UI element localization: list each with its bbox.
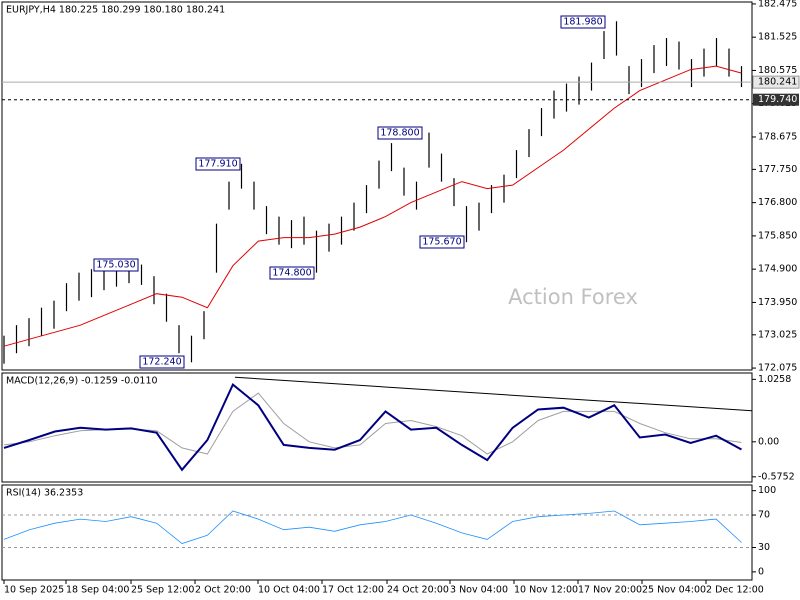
- macd-title: MACD(12,26,9) -0.1259 -0.0110: [6, 376, 158, 387]
- y-tick-label: 173.025: [758, 329, 797, 340]
- y-tick-label: 182.475: [758, 0, 797, 9]
- x-tick-label: 25 Sep 12:00: [131, 585, 194, 596]
- y-tick-label: 180.575: [758, 65, 797, 76]
- rsi-panel: [1, 484, 753, 581]
- annotation: 177.910: [198, 159, 237, 170]
- x-tick-label: 10 Nov 12:00: [514, 585, 578, 596]
- y-tick-label: 0: [758, 566, 764, 577]
- rsi-line: [3, 510, 742, 544]
- last-price-label: 180.241: [758, 77, 797, 88]
- y-tick-label: 30: [758, 542, 770, 553]
- x-tick-label: 17 Oct 12:00: [322, 585, 384, 596]
- macd-panel: [1, 372, 753, 483]
- annotation-box: [269, 266, 315, 280]
- annotation: 178.800: [380, 128, 419, 139]
- last-price-tag: [752, 75, 800, 89]
- x-tick-label: 3 Nov 04:00: [450, 585, 508, 596]
- x-tick-label: 10 Sep 2025: [4, 585, 64, 596]
- x-tick-label: 10 Oct 04:00: [258, 585, 320, 596]
- macd-line: [3, 383, 742, 472]
- y-tick-label: 173.950: [758, 297, 797, 308]
- macd-line: [3, 392, 742, 455]
- watermark: Action Forex: [508, 285, 638, 309]
- annotation: 181.980: [563, 17, 602, 28]
- annotation-box: [419, 235, 465, 249]
- y-tick-label: 0.00: [758, 436, 779, 447]
- x-tick-label: 17 Nov 20:00: [578, 585, 642, 596]
- level-label: 179.740: [758, 94, 797, 105]
- level-tag: [753, 93, 799, 106]
- y-tick-label: 175.850: [758, 230, 797, 241]
- y-tick-label: 172.075: [758, 363, 797, 374]
- annotation: 172.240: [142, 357, 181, 368]
- y-tick-label: 174.900: [758, 264, 797, 275]
- y-tick-label: -0.5752: [758, 471, 795, 482]
- annotation: 175.670: [422, 237, 461, 248]
- annotation-box: [560, 15, 606, 29]
- x-tick-label: 18 Sep 04:00: [66, 585, 129, 596]
- x-tick-label: 2 Oct 20:00: [195, 585, 251, 596]
- x-tick-label: 24 Oct 20:00: [387, 585, 449, 596]
- rsi-title: RSI(14) 36.2353: [6, 488, 83, 499]
- x-tick-label: 2 Dec 12:00: [706, 585, 764, 596]
- macd-trendline: [234, 376, 753, 412]
- x-tick-label: 25 Nov 04:00: [642, 585, 706, 596]
- y-tick-label: 178.675: [758, 131, 797, 142]
- y-tick-label: 176.800: [758, 197, 797, 208]
- y-tick-label: 100: [758, 485, 776, 496]
- y-tick-label: 181.525: [758, 32, 797, 43]
- moving-average: [3, 65, 742, 347]
- y-tick-label: 70: [758, 510, 770, 521]
- price-panel: [1, 1, 753, 371]
- y-tick-label: 1.0258: [758, 374, 791, 385]
- annotation-box: [377, 126, 423, 140]
- annotation-box: [139, 355, 185, 369]
- annotation-box: [93, 258, 139, 272]
- annotation-box: [195, 157, 241, 171]
- y-tick-label: 177.750: [758, 164, 797, 175]
- chart-title: EURJPY,H4 180.225 180.299 180.180 180.24…: [6, 5, 225, 16]
- annotation: 175.030: [96, 260, 135, 271]
- annotation: 174.800: [272, 268, 311, 279]
